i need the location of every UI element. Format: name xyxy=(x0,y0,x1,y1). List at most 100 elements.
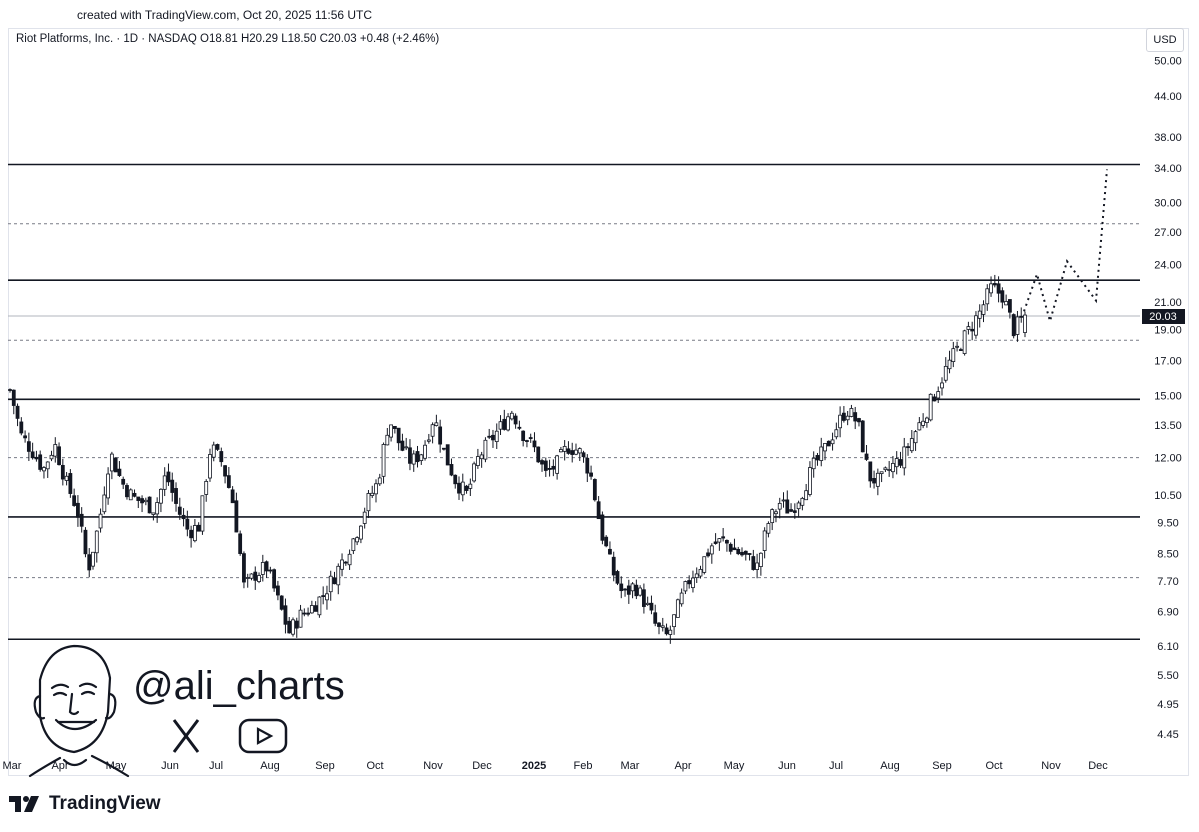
candle xyxy=(234,492,239,533)
candle xyxy=(992,274,997,288)
candle xyxy=(174,482,178,512)
candle xyxy=(887,461,892,477)
last-price-label: 20.03 xyxy=(1149,311,1177,323)
candle xyxy=(634,579,639,600)
candle xyxy=(445,444,450,466)
candle xyxy=(758,552,763,576)
candle xyxy=(928,393,933,422)
candle xyxy=(977,304,982,328)
candle xyxy=(136,496,141,509)
currency-button[interactable]: USD xyxy=(1146,28,1184,52)
candle xyxy=(79,507,84,533)
candle xyxy=(132,489,137,498)
candle xyxy=(558,446,563,453)
candle xyxy=(442,447,446,451)
candle xyxy=(30,442,35,460)
candle xyxy=(626,579,631,604)
candle xyxy=(1023,311,1027,338)
candle xyxy=(238,530,243,556)
candle xyxy=(253,566,258,590)
price-tick-label: 7.70 xyxy=(1157,576,1178,588)
candle xyxy=(336,563,341,595)
candle xyxy=(60,458,65,486)
candle xyxy=(672,614,676,635)
candle xyxy=(581,450,586,463)
candle xyxy=(42,466,46,479)
candle xyxy=(921,413,926,429)
time-tick-label: Dec xyxy=(472,760,492,772)
candle xyxy=(91,551,95,570)
candle xyxy=(23,430,27,443)
time-tick-label: Nov xyxy=(423,760,443,772)
candle xyxy=(264,560,269,578)
candle xyxy=(423,440,427,461)
candle xyxy=(98,508,103,533)
candle xyxy=(306,607,310,617)
price-tick-label: 4.45 xyxy=(1157,729,1178,741)
candle xyxy=(728,542,733,555)
x-logo-icon[interactable] xyxy=(172,719,200,753)
candle xyxy=(242,551,246,589)
candle xyxy=(747,553,752,561)
candle xyxy=(668,625,673,644)
candle xyxy=(355,536,360,546)
candle xyxy=(683,580,688,595)
candle xyxy=(340,553,344,577)
candle xyxy=(513,413,518,429)
candle xyxy=(615,569,620,586)
tradingview-brand[interactable]: TradingView xyxy=(9,793,161,815)
candle xyxy=(464,484,469,494)
time-tick-label: Mar xyxy=(3,760,22,772)
candles xyxy=(8,274,1027,644)
projection-path xyxy=(1023,169,1108,325)
candle xyxy=(400,433,405,452)
candle xyxy=(302,608,307,617)
candle xyxy=(287,616,292,634)
candle xyxy=(611,551,616,582)
price-tick-label: 50.00 xyxy=(1154,55,1182,67)
candle xyxy=(26,432,31,462)
candle xyxy=(1004,294,1009,306)
candle xyxy=(230,486,235,504)
candle xyxy=(706,548,710,558)
candle xyxy=(1015,310,1020,342)
candle xyxy=(536,446,541,464)
candle xyxy=(8,388,12,393)
candle xyxy=(653,604,658,627)
candle xyxy=(989,276,993,297)
candle xyxy=(849,404,854,418)
candle xyxy=(932,393,937,402)
candle xyxy=(15,403,20,427)
candle xyxy=(789,503,793,513)
candle xyxy=(392,426,397,434)
candle xyxy=(68,469,73,498)
candle xyxy=(415,445,420,468)
candle xyxy=(151,512,156,521)
dashed-levels xyxy=(8,223,1140,579)
candle xyxy=(362,507,367,529)
candle xyxy=(962,329,967,356)
price-tick-label: 15.00 xyxy=(1154,391,1182,403)
candle xyxy=(951,341,956,368)
candle xyxy=(155,497,160,523)
candle xyxy=(924,416,929,428)
candle xyxy=(762,527,767,559)
candle xyxy=(57,442,61,466)
candle xyxy=(113,457,118,473)
candle xyxy=(811,451,816,478)
candle xyxy=(860,419,865,453)
candle xyxy=(291,617,295,637)
candle xyxy=(917,417,922,431)
youtube-icon[interactable] xyxy=(238,718,288,754)
time-tick-label: Apr xyxy=(51,760,68,772)
candle xyxy=(453,474,458,489)
candle xyxy=(702,556,707,575)
candle xyxy=(475,448,480,469)
symbol-legend: Riot Platforms, Inc. · 1D · NASDAQ O18.8… xyxy=(16,33,440,45)
candle xyxy=(589,465,593,480)
candle xyxy=(498,415,503,436)
time-axis: Mar Apr May Jun Jul Aug Sep Oct Nov Dec 2025 Feb Mar… xyxy=(3,760,1109,772)
candle xyxy=(211,441,216,462)
candle xyxy=(49,450,54,462)
